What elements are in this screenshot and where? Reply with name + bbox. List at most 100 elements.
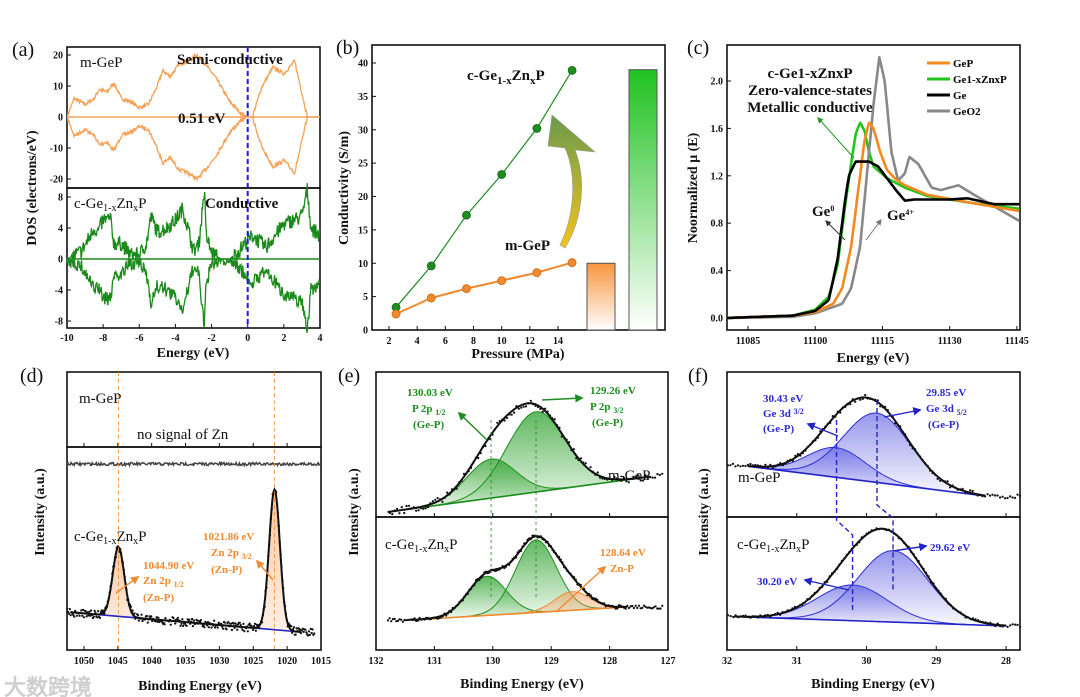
c-x-tick-label: 11100 [803,336,827,347]
label-part: Ge [887,208,906,224]
b-y-tick-label: 35 [358,92,368,103]
f-x-tick-label: 30 [862,656,872,667]
e-top-data-points [388,399,664,516]
label-sub: 1-x [103,203,116,214]
b-plot-frame [371,44,666,331]
e-y-axis-title: Intensity (a.u.) [347,468,362,556]
e-bottom-background [410,606,628,621]
peak-energy: 30.43 eV [763,393,803,405]
d-x-tick-label: 1020 [277,656,297,667]
a-top-y-tick-label: -10 [50,144,63,155]
b-y-tick-label: 10 [358,259,368,270]
panel-letter-f: (f) [688,365,708,387]
b-x-tick-label: 4 [415,336,420,347]
d-y-axis-title: Intensity (a.u.) [33,468,48,556]
label-part: c-Ge [737,537,766,553]
peak-name: Zn 2p 1/2 [143,575,184,589]
d-x-tick-label: 1035 [176,656,196,667]
c-y-tick-label: 0.0 [711,314,724,325]
a-bottom-dos-curve-up [66,183,321,260]
legend-label-ge: Ge [953,90,967,102]
label-part: Zn 2p [211,547,242,559]
label-part: P 2p [590,401,613,413]
panel-letter-d: (d) [20,365,43,387]
peak-energy: 1044.90 eV [143,560,194,572]
b-data-point [532,268,542,277]
b-series-line-m-gep [395,261,573,315]
a-top-y-tick-label: 0 [58,113,63,124]
a-bottom-plot-frame [66,187,321,329]
c-x-tick-label: 11130 [938,336,962,347]
e-bottom-data-points [386,534,664,623]
e-x-tick-label: 131 [427,656,442,667]
label-part: c-Ge [74,196,103,212]
b-x-tick-label: 6 [443,336,448,347]
e-x-tick-label: 132 [369,656,384,667]
label-part: c-Ge [385,537,414,553]
f-peak2-arrow [883,407,922,418]
e-peak1-label: 130.03 eV P 2p 1/2 (Ge-P) [407,387,453,431]
b-data-point [391,309,401,319]
b-x-tick-label: 8 [471,336,476,347]
panel-letter-b: (b) [336,37,359,59]
b-x-axis-title: Pressure (MPa) [471,347,565,362]
f-bottom-background [733,615,1007,627]
label-sup: 4+ [905,208,914,217]
peak-name: Ge 3d 3/2 [763,407,804,420]
peak-bond: (Zn-P) [143,592,175,604]
f-x-tick-label: 31 [792,656,802,667]
f-x-tick-label: 29 [931,656,941,667]
c-annotation-arrow [817,117,855,159]
c-ge0-arrow [825,220,846,241]
label-sub: 3/2 [613,406,623,415]
d-x-tick-label: 1040 [142,656,162,667]
b-data-point [567,65,577,75]
d-x-tick-label: 1030 [209,656,229,667]
label-sub: x [796,544,801,555]
d-x-tick-label: 1025 [243,656,263,667]
b-series-label-m: m-GeP [505,238,550,254]
peak-bond: (Ge-P) [413,419,444,431]
b-data-point [532,124,542,133]
d-peak2-arrow [255,559,274,581]
b-y-tick-label: 20 [358,192,368,203]
f-x-tick-label: 28 [1001,656,1011,667]
label-part: P [449,537,457,553]
label-sup: 3/2 [794,407,804,416]
c-series-line-ge1-xznxp [726,121,1020,320]
label-sub: x [530,75,536,87]
label-part: Zn [512,68,531,84]
c-annotation-3: Metallic conductive [747,100,873,116]
legend-label-gezn: Ge1-xZnxP [953,74,1007,86]
c-ge4-label: Ge4+ [887,208,914,224]
e-top-label: m-GeP [608,468,651,484]
c-x-axis-title: Energy (eV) [837,351,910,366]
a-x-tick-label: -8 [99,333,107,344]
peak-bond: (Ge-P) [592,417,623,429]
a-top-label: m-GeP [80,55,123,71]
e-peak2-label: 129.26 eV P 2p 3/2 (Ge-P) [590,385,636,429]
panel-letter-e: (e) [338,365,360,387]
c-ge4-arrow [865,219,882,241]
label-part: P [138,529,146,545]
b-bar-m-gep [586,262,616,331]
e-bottom-label: c-Ge1-xZnxP [385,537,458,555]
f-shift-line-3d32 [835,420,854,612]
watermark: 大数跨境 [4,675,92,697]
a-semiconductive-label: Semi-conductive [177,52,283,68]
a-x-tick-label: 4 [318,333,323,344]
e-x-axis-title: Binding Energy (eV) [460,677,584,692]
label-part: Zn [117,196,134,212]
f-x-tick-label: 32 [722,656,732,667]
b-x-tick-label: 2 [387,336,392,347]
label-part: c-Ge [467,68,497,84]
peak-name: P 2p 1/2 [412,403,445,417]
c-annotation-2: Zero-valence-states [748,83,872,99]
f-top-label: m-GeP [738,470,781,486]
d-x-tick-label: 1045 [108,656,128,667]
b-y-tick-label: 40 [358,59,368,70]
e-bottom-plot-frame [375,516,669,651]
a-gap-label: 0.51 eV [178,111,226,127]
